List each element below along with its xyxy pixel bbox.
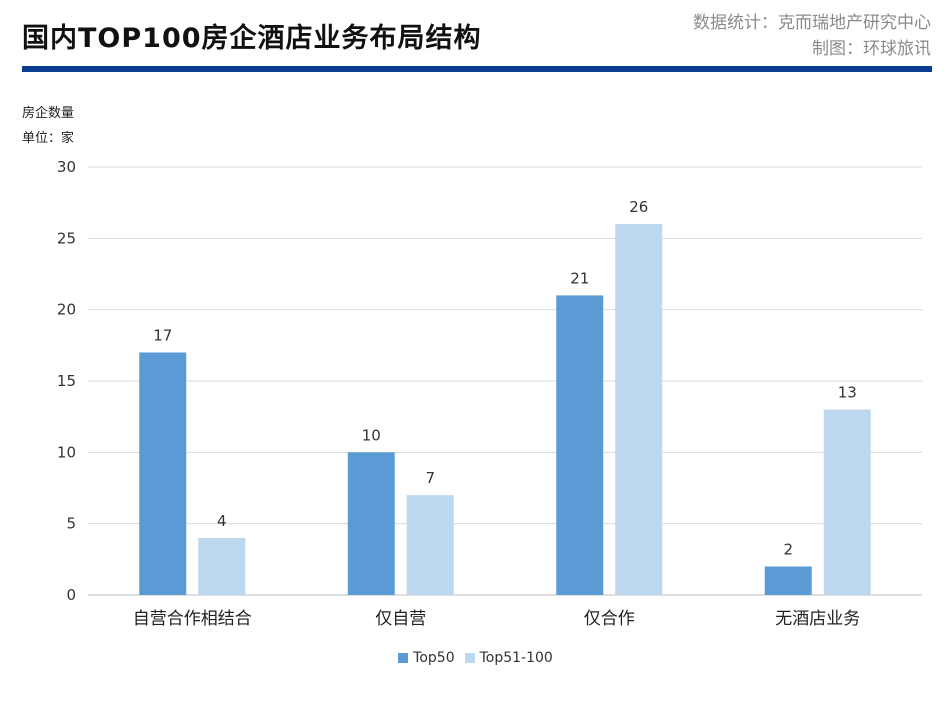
y-tick-label-15: 15 bbox=[57, 372, 76, 390]
bar-top50-3 bbox=[764, 566, 812, 595]
x-category-label-0: 自营合作相结合 bbox=[133, 609, 252, 629]
source-line-design: 制图：环球旅讯 bbox=[812, 39, 931, 59]
data-label-top50-0: 17 bbox=[153, 326, 172, 344]
y-axis-label-unit: 单位：家 bbox=[22, 131, 75, 146]
source-line-data: 数据统计：克而瑞地产研究中心 bbox=[693, 13, 931, 33]
legend-item-top50: Top50 bbox=[398, 650, 455, 666]
y-tick-label-5: 5 bbox=[66, 515, 76, 533]
bar-top51-100-3 bbox=[823, 409, 871, 595]
data-label-top51-100-3: 13 bbox=[838, 384, 857, 402]
y-tick-label-20: 20 bbox=[57, 301, 76, 319]
legend-swatch-top50 bbox=[398, 653, 409, 663]
bar-top51-100-2 bbox=[615, 224, 663, 596]
legend: Top50 Top51-100 bbox=[0, 650, 951, 666]
data-label-top51-100-2: 26 bbox=[629, 198, 648, 216]
bar-top51-100-0 bbox=[198, 537, 246, 595]
legend-swatch-top51-100 bbox=[464, 653, 475, 663]
y-tick-label-30: 30 bbox=[57, 158, 76, 176]
y-axis-label: 房企数量 单位：家 bbox=[22, 101, 74, 151]
bar-chart: 0 5 10 15 20 25 30 17 4 自营合作相结合 10 7 仅自营 21 26 仅合作 2 13 无酒… bbox=[57, 158, 922, 629]
chart-title: 国内TOP100房企酒店业务布局结构 bbox=[22, 23, 482, 54]
y-axis-label-quantity: 房企数量 bbox=[22, 106, 75, 121]
y-tick-label-25: 25 bbox=[57, 229, 76, 247]
bar-top50-2 bbox=[556, 295, 604, 595]
title-divider bbox=[22, 66, 932, 72]
data-label-top50-3: 2 bbox=[783, 540, 793, 558]
data-label-top50-1: 10 bbox=[362, 426, 381, 444]
x-category-label-1: 仅自营 bbox=[375, 609, 426, 629]
x-category-label-2: 仅合作 bbox=[584, 609, 635, 629]
legend-label-top50: Top50 bbox=[413, 650, 455, 666]
y-tick-label-0: 0 bbox=[66, 586, 76, 604]
bar-top50-1 bbox=[347, 452, 395, 595]
x-category-label-3: 无酒店业务 bbox=[775, 609, 860, 629]
data-label-top50-2: 21 bbox=[570, 269, 589, 287]
source-credit: 数据统计：克而瑞地产研究中心 制图：环球旅讯 bbox=[693, 10, 931, 62]
bar-top51-100-1 bbox=[406, 495, 454, 595]
data-label-top51-100-1: 7 bbox=[425, 469, 435, 487]
data-label-top51-100-0: 4 bbox=[217, 512, 227, 530]
legend-item-top51-100: Top51-100 bbox=[464, 650, 553, 666]
legend-label-top51-100: Top51-100 bbox=[479, 650, 553, 666]
y-tick-label-10: 10 bbox=[57, 443, 76, 461]
bar-top50-0 bbox=[139, 352, 187, 595]
